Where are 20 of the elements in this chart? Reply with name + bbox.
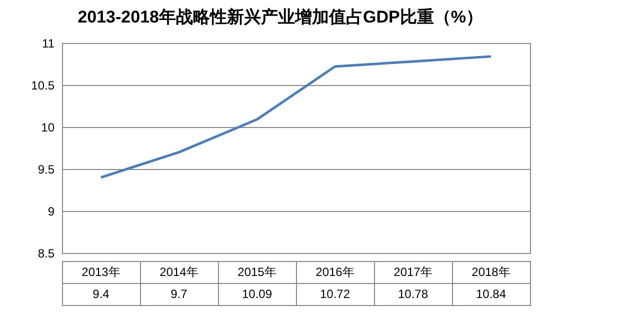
data-label: 9.7 (170, 287, 188, 301)
x-tick-label: 2014年 (160, 265, 198, 279)
y-tick-label: 10 (41, 120, 55, 134)
x-tick-label: 2018年 (472, 265, 510, 279)
line-series (100, 55, 492, 179)
y-tick-label: 9.5 (38, 162, 55, 176)
y-tick-label: 10.5 (31, 78, 55, 92)
y-tick-label: 11 (42, 36, 55, 50)
data-label: 10.78 (398, 287, 428, 301)
data-label: 10.09 (242, 287, 272, 301)
data-label: 10.84 (476, 287, 506, 301)
y-tick-label: 9 (48, 204, 55, 218)
x-tick-label: 2013年 (82, 265, 120, 279)
data-label: 10.72 (320, 287, 350, 301)
chart-title: 2013-2018年战略性新兴产业增加值占GDP比重（%） (78, 8, 483, 26)
x-tick-label: 2017年 (394, 265, 432, 279)
y-tick-label: 8.5 (38, 246, 55, 260)
x-tick-label: 2015年 (238, 265, 276, 279)
x-tick-label: 2016年 (316, 265, 354, 279)
data-label: 9.4 (92, 287, 110, 301)
